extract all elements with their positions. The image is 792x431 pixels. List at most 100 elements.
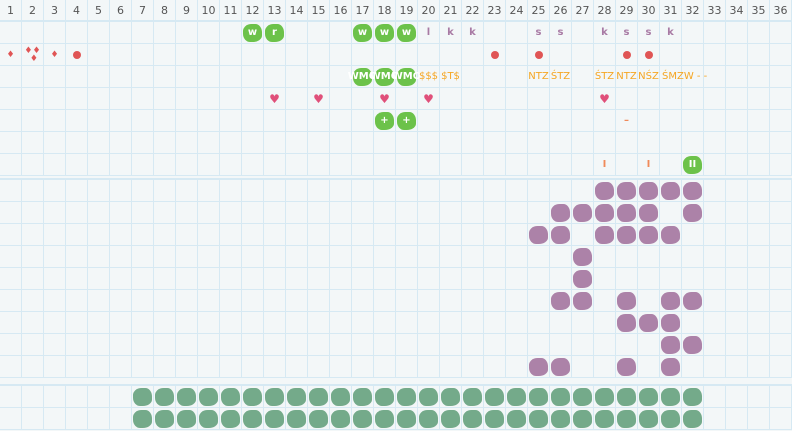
board-cell[interactable] bbox=[286, 334, 308, 356]
purple-tile[interactable] bbox=[617, 181, 636, 200]
board-cell[interactable] bbox=[66, 312, 88, 334]
board-cell[interactable] bbox=[88, 154, 110, 176]
board-cell[interactable]: II bbox=[682, 154, 704, 176]
board-cell[interactable] bbox=[550, 44, 572, 66]
purple-tile[interactable] bbox=[683, 335, 702, 354]
green-tile[interactable]: + bbox=[375, 111, 394, 130]
board-cell[interactable] bbox=[374, 268, 396, 290]
purple-tile[interactable] bbox=[617, 357, 636, 376]
board-cell[interactable] bbox=[110, 66, 132, 88]
board-cell[interactable] bbox=[550, 180, 572, 202]
board-cell[interactable] bbox=[528, 246, 550, 268]
board-cell[interactable] bbox=[132, 386, 154, 408]
teal-tile[interactable] bbox=[221, 387, 240, 406]
board-cell[interactable] bbox=[594, 132, 616, 154]
board-cell[interactable] bbox=[572, 408, 594, 430]
board-cell[interactable] bbox=[770, 386, 792, 408]
board-cell[interactable] bbox=[22, 246, 44, 268]
teal-tile[interactable] bbox=[661, 409, 680, 428]
board-cell[interactable] bbox=[330, 88, 352, 110]
board-cell[interactable] bbox=[682, 290, 704, 312]
board-cell[interactable] bbox=[440, 180, 462, 202]
board-cell[interactable] bbox=[440, 132, 462, 154]
board-cell[interactable] bbox=[374, 180, 396, 202]
board-cell[interactable] bbox=[154, 110, 176, 132]
board-cell[interactable] bbox=[770, 268, 792, 290]
board-cell[interactable] bbox=[22, 202, 44, 224]
board-cell[interactable] bbox=[66, 290, 88, 312]
teal-tile[interactable] bbox=[177, 409, 196, 428]
board-cell[interactable] bbox=[748, 22, 770, 44]
board-cell[interactable] bbox=[638, 268, 660, 290]
board-cell[interactable] bbox=[638, 386, 660, 408]
board-cell[interactable] bbox=[44, 268, 66, 290]
board-cell[interactable] bbox=[66, 202, 88, 224]
purple-tile[interactable] bbox=[529, 225, 548, 244]
board-cell[interactable]: ŚTZ bbox=[550, 66, 572, 88]
board-cell[interactable] bbox=[176, 408, 198, 430]
board-cell[interactable] bbox=[242, 268, 264, 290]
board-cell[interactable] bbox=[176, 88, 198, 110]
board-cell[interactable] bbox=[330, 22, 352, 44]
teal-tile[interactable] bbox=[265, 387, 284, 406]
board-cell[interactable] bbox=[660, 180, 682, 202]
board-cell[interactable]: – bbox=[616, 110, 638, 132]
board-cell[interactable] bbox=[22, 154, 44, 176]
board-cell[interactable] bbox=[528, 180, 550, 202]
board-cell[interactable] bbox=[198, 290, 220, 312]
board-cell[interactable] bbox=[594, 202, 616, 224]
board-cell[interactable] bbox=[66, 334, 88, 356]
teal-tile[interactable] bbox=[155, 409, 174, 428]
board-cell[interactable] bbox=[44, 408, 66, 430]
purple-tile[interactable] bbox=[639, 203, 658, 222]
green-tile[interactable]: WMO bbox=[370, 67, 399, 86]
board-cell[interactable] bbox=[726, 334, 748, 356]
board-cell[interactable] bbox=[308, 132, 330, 154]
purple-tile[interactable] bbox=[573, 269, 592, 288]
board-cell[interactable] bbox=[374, 290, 396, 312]
board-cell[interactable] bbox=[88, 356, 110, 378]
board-cell[interactable] bbox=[110, 180, 132, 202]
board-cell[interactable] bbox=[506, 132, 528, 154]
green-tile[interactable]: II bbox=[683, 155, 702, 174]
board-cell[interactable] bbox=[198, 66, 220, 88]
board-cell[interactable]: ♦ bbox=[0, 44, 22, 66]
board-cell[interactable] bbox=[352, 334, 374, 356]
board-cell[interactable] bbox=[88, 386, 110, 408]
board-cell[interactable] bbox=[154, 132, 176, 154]
board-cell[interactable] bbox=[264, 224, 286, 246]
board-cell[interactable] bbox=[198, 224, 220, 246]
board-cell[interactable] bbox=[770, 224, 792, 246]
board-cell[interactable] bbox=[308, 334, 330, 356]
board-cell[interactable] bbox=[220, 334, 242, 356]
board-cell[interactable] bbox=[22, 110, 44, 132]
purple-tile[interactable] bbox=[661, 313, 680, 332]
board-cell[interactable] bbox=[66, 408, 88, 430]
board-cell[interactable] bbox=[110, 202, 132, 224]
board-cell[interactable]: s bbox=[528, 22, 550, 44]
board-cell[interactable] bbox=[308, 408, 330, 430]
board-cell[interactable] bbox=[484, 132, 506, 154]
board-cell[interactable] bbox=[286, 268, 308, 290]
board-cell[interactable] bbox=[462, 224, 484, 246]
board-cell[interactable] bbox=[462, 334, 484, 356]
board-cell[interactable] bbox=[176, 246, 198, 268]
board-cell[interactable] bbox=[748, 246, 770, 268]
board-cell[interactable] bbox=[132, 290, 154, 312]
board-cell[interactable] bbox=[418, 334, 440, 356]
board-cell[interactable] bbox=[550, 224, 572, 246]
board-cell[interactable] bbox=[110, 356, 132, 378]
board-cell[interactable] bbox=[726, 408, 748, 430]
board-cell[interactable] bbox=[726, 88, 748, 110]
board-cell[interactable] bbox=[572, 88, 594, 110]
board-cell[interactable] bbox=[88, 224, 110, 246]
board-cell[interactable] bbox=[660, 408, 682, 430]
board-cell[interactable]: ♦♦ ♦ bbox=[22, 44, 44, 66]
board-cell[interactable] bbox=[176, 66, 198, 88]
board-cell[interactable] bbox=[308, 386, 330, 408]
board-cell[interactable] bbox=[66, 356, 88, 378]
board-cell[interactable] bbox=[528, 268, 550, 290]
board-cell[interactable] bbox=[660, 110, 682, 132]
board-cell[interactable] bbox=[572, 66, 594, 88]
teal-tile[interactable] bbox=[331, 409, 350, 428]
